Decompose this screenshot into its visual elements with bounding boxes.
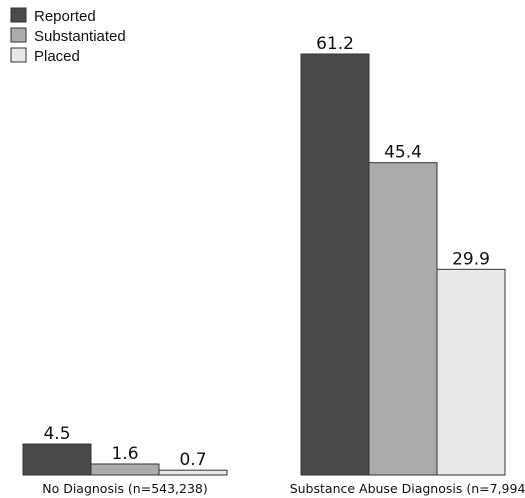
legend-swatch-reported [10, 7, 27, 23]
bar-placed-substance-abuse [436, 268, 506, 476]
legend-label-placed: Placed [34, 48, 80, 65]
category-label-no-diagnosis: No Diagnosis (n=543,238) [42, 481, 208, 496]
data-label-substantiated-no-diagnosis: 1.6 [111, 444, 138, 464]
legend: Reported Substantiated Placed [10, 7, 126, 65]
category-labels: No Diagnosis (n=543,238) Substance Abuse … [42, 481, 525, 496]
data-label-placed-no-diagnosis: 0.7 [179, 450, 206, 470]
bar-reported-no-diagnosis [22, 443, 92, 476]
data-label-substantiated-substance-abuse: 45.4 [384, 143, 422, 163]
category-label-substance-abuse: Substance Abuse Diagnosis (n=7,994) [290, 481, 525, 496]
legend-label-substantiated: Substantiated [34, 28, 126, 45]
legend-item-substantiated: Substantiated [10, 27, 126, 45]
data-label-placed-substance-abuse: 29.9 [452, 249, 490, 269]
data-label-reported-no-diagnosis: 4.5 [43, 424, 70, 444]
bar-substantiated-no-diagnosis [90, 463, 160, 476]
bar-substantiated-substance-abuse [368, 162, 438, 476]
bar-placed-no-diagnosis [158, 469, 228, 476]
legend-item-reported: Reported [10, 7, 96, 25]
bars-group: 4.5 1.6 0.7 61.2 45.4 29.9 [22, 34, 506, 476]
legend-label-reported: Reported [34, 8, 96, 25]
legend-swatch-substantiated [10, 27, 27, 43]
legend-swatch-placed [10, 47, 27, 63]
bar-reported-substance-abuse [300, 53, 370, 476]
legend-item-placed: Placed [10, 47, 80, 65]
data-label-reported-substance-abuse: 61.2 [316, 34, 354, 54]
